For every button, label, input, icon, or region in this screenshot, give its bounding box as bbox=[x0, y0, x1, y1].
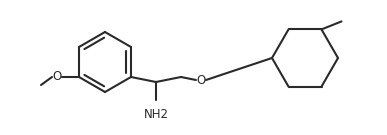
Text: O: O bbox=[196, 73, 205, 87]
Text: O: O bbox=[52, 70, 62, 84]
Text: NH2: NH2 bbox=[144, 108, 168, 121]
